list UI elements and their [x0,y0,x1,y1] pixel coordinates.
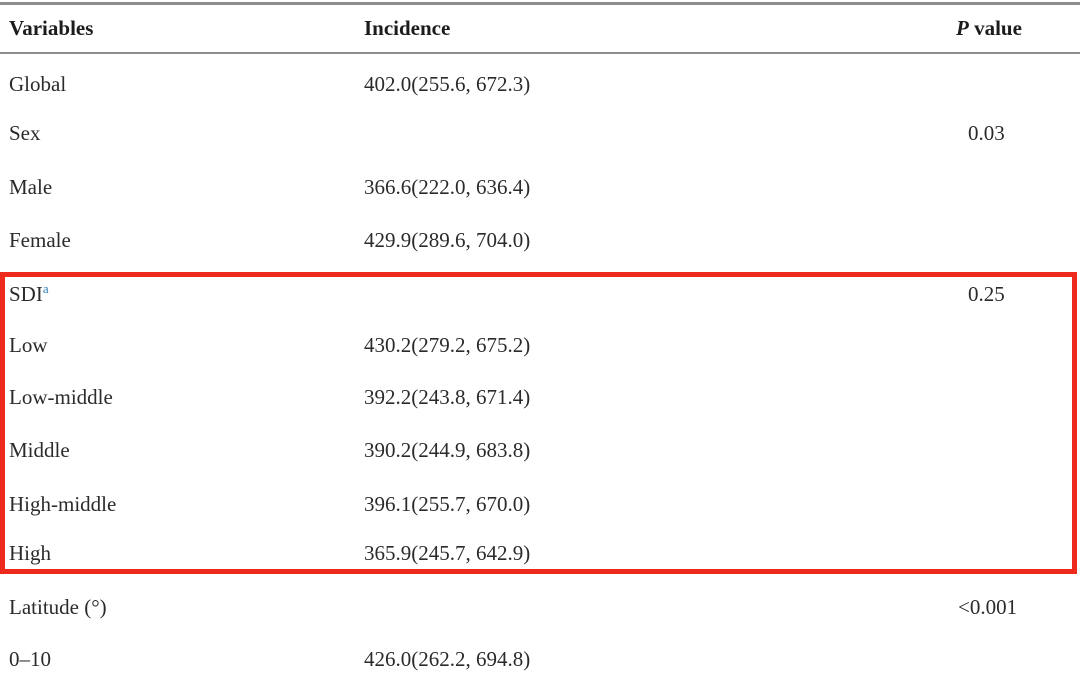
footnote-marker-a: a [42,281,49,296]
incidence-value: 396.1(255.7, 670.0) [364,492,531,516]
row-label: Male [9,175,53,199]
table-row-sex: Sex 0.03 [0,119,1080,147]
row-label: Latitude (°) [9,595,107,619]
incidence-value: 429.9(289.6, 704.0) [364,228,531,252]
table-row-high-middle: High-middle 396.1(255.7, 670.0) [0,490,1080,518]
table-row-low: Low 430.2(279.2, 675.2) [0,331,1080,359]
table-row-female: Female 429.9(289.6, 704.0) [0,226,1080,254]
incidence-value: 390.2(244.9, 683.8) [364,438,531,462]
row-label: High [9,541,51,565]
row-label: Global [9,72,67,96]
incidence-value: 430.2(279.2, 675.2) [364,333,531,357]
row-label: Female [9,228,71,252]
row-label: Sex [9,121,41,145]
p-value: 0.25 [968,282,1005,306]
table-row-global: Global 402.0(255.6, 672.3) [0,70,1080,98]
table-row-middle: Middle 390.2(244.9, 683.8) [0,436,1080,464]
row-label: High-middle [9,492,117,516]
table-row-latitude: Latitude (°) <0.001 [0,593,1080,621]
table-row-0-10: 0–10 426.0(262.2, 694.8) [0,645,1080,673]
row-label: Low-middle [9,385,113,409]
row-label: SDI [9,282,43,306]
table-header-rule [0,52,1080,54]
incidence-value: 426.0(262.2, 694.8) [364,647,531,671]
table-row-male: Male 366.6(222.0, 636.4) [0,173,1080,201]
incidence-value: 402.0(255.6, 672.3) [364,72,531,96]
incidence-value: 365.9(245.7, 642.9) [364,541,531,565]
row-label: Middle [9,438,70,462]
p-value: <0.001 [958,595,1018,619]
column-header-incidence: Incidence [364,16,451,40]
row-label-with-footnote: SDIa [9,280,49,308]
incidence-value: 366.6(222.0, 636.4) [364,175,531,199]
row-label: Low [9,333,48,357]
pvalue-italic-p: P [956,16,969,40]
p-value: 0.03 [968,121,1005,145]
table-header-row: Variables Incidence P value [0,14,1080,42]
table-top-rule [0,2,1080,5]
column-header-variables: Variables [9,16,94,40]
row-label: 0–10 [9,647,51,671]
table-row-low-middle: Low-middle 392.2(243.8, 671.4) [0,383,1080,411]
pvalue-rest: value [968,16,1022,40]
incidence-value: 392.2(243.8, 671.4) [364,385,531,409]
table-row-sdi: SDIa 0.25 [0,280,1080,308]
table-row-high: High 365.9(245.7, 642.9) [0,539,1080,567]
column-header-pvalue: P value [956,14,1022,42]
red-highlight-box [0,272,1077,574]
